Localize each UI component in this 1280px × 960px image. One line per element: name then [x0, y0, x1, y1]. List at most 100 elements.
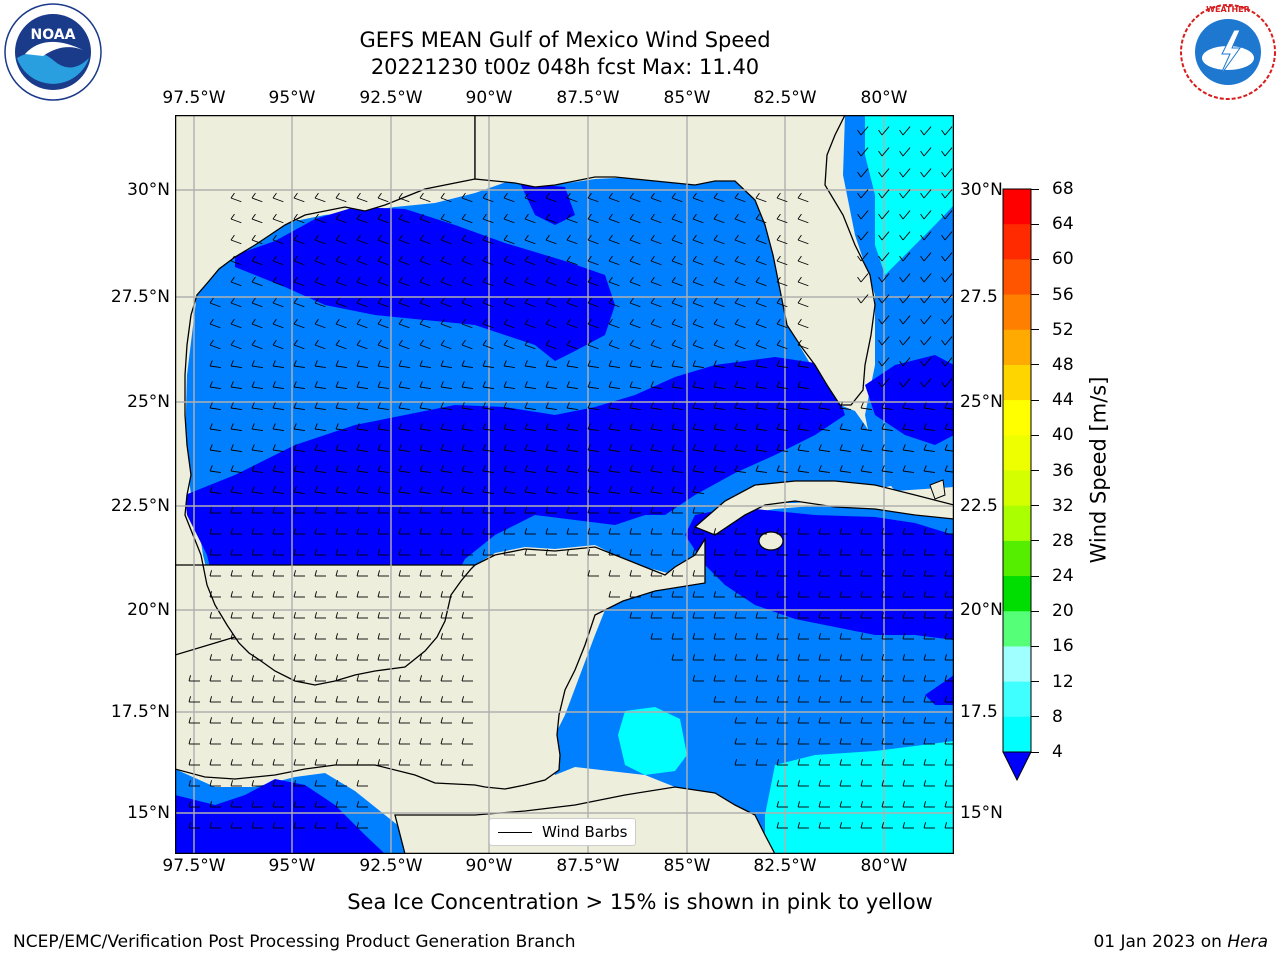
wind-barb: [878, 336, 890, 346]
wind-barb: [398, 318, 410, 329]
wind-barb: [881, 759, 893, 766]
wind-barb: [923, 675, 935, 682]
wind-barb: [398, 234, 410, 245]
wind-barb: [776, 297, 788, 308]
wind-barb: [608, 486, 620, 494]
wind-barb: [272, 507, 284, 514]
wind-barb: [482, 465, 494, 473]
colorbar-tick-label: 8: [1052, 706, 1063, 727]
wind-barb: [734, 570, 746, 577]
wind-barb: [734, 276, 746, 287]
wind-barb: [335, 486, 347, 494]
wind-barb: [503, 360, 515, 368]
wind-barb: [650, 339, 662, 350]
wind-barb: [272, 780, 284, 787]
wind-barb: [419, 360, 431, 368]
wind-barb: [209, 759, 221, 766]
map-legend: Wind Barbs: [489, 818, 637, 846]
wind-barb: [461, 192, 473, 203]
colorbar-tick-mark: [1031, 399, 1039, 401]
wind-barb: [629, 276, 641, 287]
colorbar-tick-label: 40: [1052, 425, 1074, 446]
wind-barb: [902, 570, 914, 577]
colorbar-tick-mark: [1031, 294, 1039, 296]
wind-barb: [587, 381, 599, 389]
wind-barb: [797, 738, 809, 745]
wind-barb: [314, 738, 326, 745]
wind-barb: [899, 378, 911, 388]
wind-barb: [692, 423, 704, 431]
wind-barb: [293, 717, 305, 724]
wind-barb: [314, 633, 326, 640]
wind-barb: [944, 402, 954, 410]
wind-barb: [293, 297, 305, 308]
wind-barb: [755, 444, 767, 452]
wind-barb: [608, 234, 620, 245]
wind-barb: [335, 213, 347, 224]
wind-barb: [251, 591, 263, 598]
wind-barb: [377, 465, 389, 473]
colorbar-segment: [1003, 259, 1031, 296]
wind-barb: [314, 423, 326, 431]
wind-barb: [860, 801, 872, 808]
wind-barb: [503, 528, 515, 535]
wind-barb: [734, 213, 746, 224]
wind-barb: [755, 234, 767, 245]
wind-barb: [503, 381, 515, 389]
wind-barb: [923, 717, 935, 724]
wind-barb: [398, 276, 410, 287]
wind-barb: [461, 381, 473, 389]
wind-barb: [755, 297, 767, 308]
wind-barb: [314, 192, 326, 203]
wind-barb: [587, 276, 599, 287]
wind-barb: [545, 528, 557, 535]
wind-barb: [650, 507, 662, 514]
wind-barb: [545, 297, 557, 308]
wind-barb: [503, 318, 515, 329]
lon-label-bottom-7: 80°W: [860, 856, 908, 876]
lon-label-top-4: 87.5°W: [556, 88, 620, 108]
wind-barb: [314, 486, 326, 494]
wind-barb: [356, 318, 368, 329]
colorbar-tick-mark: [1031, 575, 1039, 577]
wind-barb: [335, 822, 347, 829]
wind-barb: [776, 318, 788, 329]
wind-barb: [293, 402, 305, 410]
wind-barb: [398, 738, 410, 745]
wind-barb: [377, 507, 389, 514]
wind-barb: [356, 675, 368, 682]
wind-barb: [944, 633, 954, 640]
wind-barb: [587, 486, 599, 494]
wind-barb: [734, 444, 746, 452]
wind-barb: [755, 465, 767, 473]
wind-barb: [440, 696, 452, 703]
wind-barb: [881, 444, 893, 452]
wind-barb: [356, 381, 368, 389]
wind-barb: [899, 315, 911, 325]
wind-barb: [920, 315, 932, 325]
wind-barb: [920, 378, 932, 388]
wind-barb: [230, 360, 242, 368]
wind-barb: [209, 549, 221, 556]
wind-barb: [899, 357, 911, 367]
wind-barb: [230, 717, 242, 724]
wind-barb: [713, 528, 725, 535]
calm-region-pacific: [175, 779, 385, 854]
wind-barb: [314, 822, 326, 829]
wind-barb: [398, 528, 410, 535]
wind-barb: [230, 738, 242, 745]
wind-barb: [776, 738, 788, 745]
wind-barb: [923, 759, 935, 766]
wind-barb: [440, 738, 452, 745]
wind-barb: [776, 465, 788, 473]
wind-barb: [356, 549, 368, 556]
wind-barb: [230, 759, 242, 766]
wind-barb: [734, 465, 746, 473]
wind-barb: [482, 402, 494, 410]
wind-barb: [629, 528, 641, 535]
wind-barb: [272, 822, 284, 829]
wind-barb: [398, 360, 410, 368]
wind-barb: [209, 591, 221, 598]
wind-barb: [482, 297, 494, 308]
colorbar-title: Wind Speed [m/s]: [1085, 376, 1110, 564]
